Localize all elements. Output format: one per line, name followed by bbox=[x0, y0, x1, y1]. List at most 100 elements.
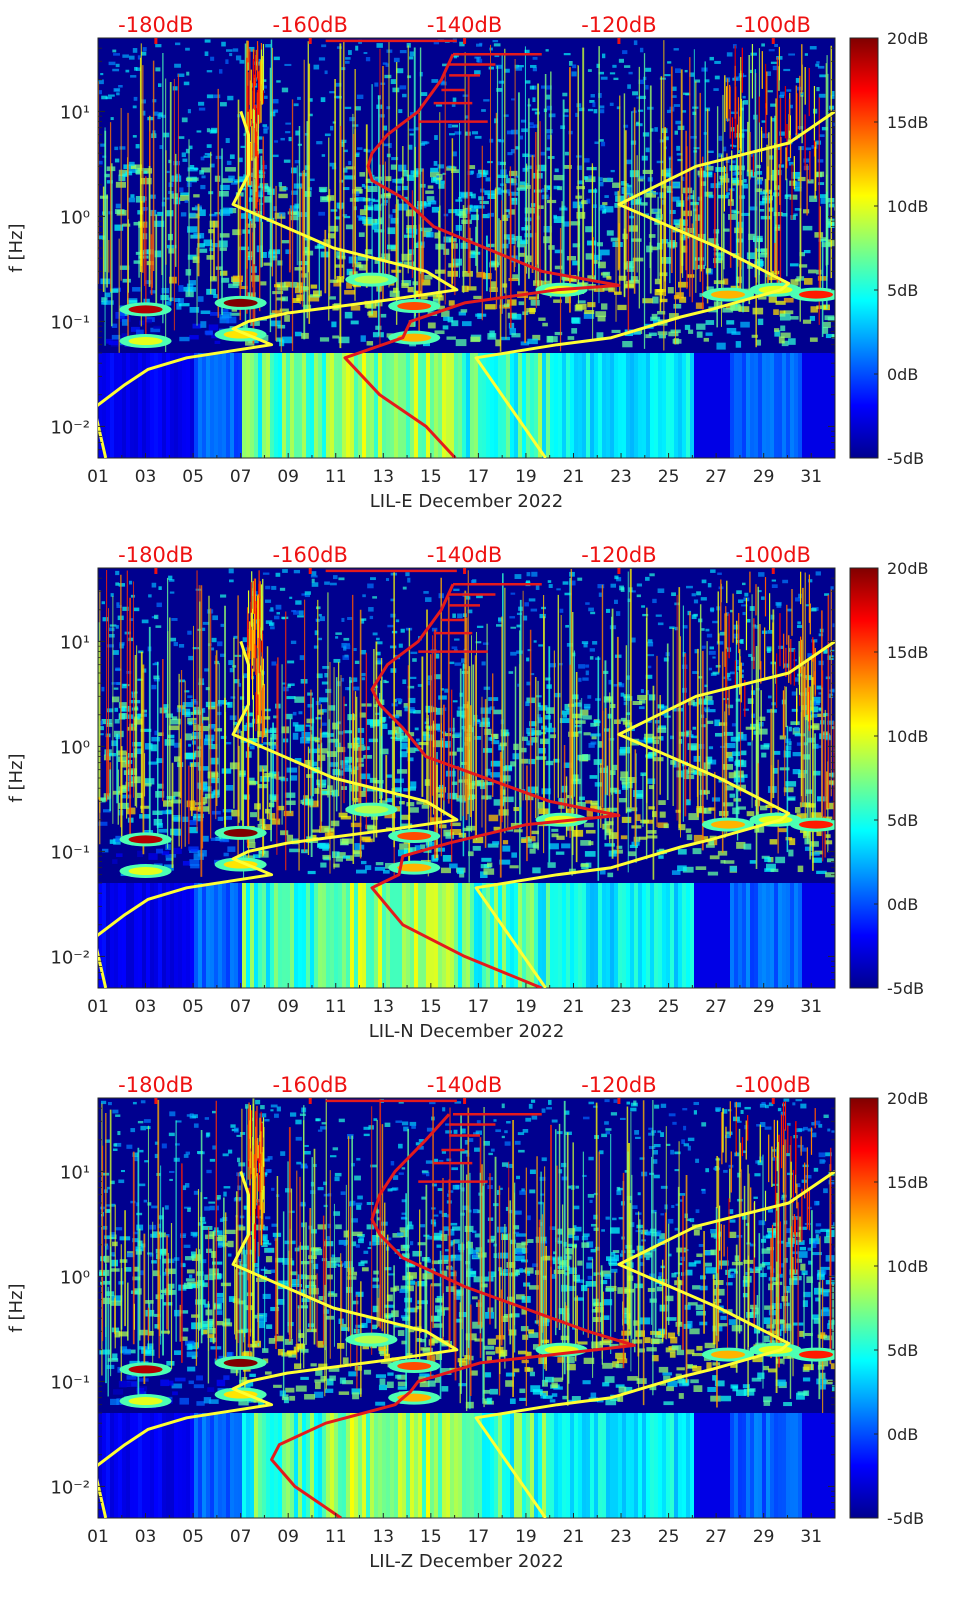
colorbar-tick-label: 15dB bbox=[887, 1173, 929, 1192]
x-tick-label: 09 bbox=[277, 997, 299, 1017]
x-tick-label: 23 bbox=[610, 997, 632, 1017]
panel-lil-e: 01 03 05 07 09 11 13 15 17 19 21 23 25 27 29 31 LIL-E De… bbox=[6, 13, 929, 512]
x-tick-label: 31 bbox=[800, 1527, 822, 1547]
x-tick-label: 03 bbox=[135, 997, 157, 1017]
red-psd-curve bbox=[343, 53, 621, 458]
x-tick-label: 07 bbox=[230, 467, 252, 487]
y-axis-label: f [Hz] bbox=[6, 223, 27, 272]
x-tick-label: 29 bbox=[753, 467, 775, 487]
x-tick-label: 29 bbox=[753, 997, 775, 1017]
y-tick-label: 10¹ bbox=[60, 1162, 90, 1183]
x-axis-label: LIL-N December 2022 bbox=[369, 1021, 565, 1042]
x-tick-label: 21 bbox=[563, 1527, 585, 1547]
x-tick-label: 05 bbox=[182, 997, 204, 1017]
y-tick-label: 10⁻² bbox=[50, 1477, 90, 1498]
x-tick-label: 19 bbox=[515, 997, 537, 1017]
x-tick-label: 31 bbox=[800, 997, 822, 1017]
top-db-tick-label: -180dB bbox=[118, 1073, 193, 1097]
x-tick-label: 27 bbox=[705, 997, 727, 1017]
x-tick-label: 25 bbox=[658, 997, 680, 1017]
x-tick-label: 13 bbox=[372, 997, 394, 1017]
yellow-model-curve-1 bbox=[98, 110, 459, 458]
x-tick-label: 07 bbox=[230, 1527, 252, 1547]
x-tick-label: 11 bbox=[325, 1527, 347, 1547]
colorbar-tick-label: -5dB bbox=[887, 1509, 924, 1528]
y-tick-label: 10¹ bbox=[60, 102, 90, 123]
colorbar-tick-label: 20dB bbox=[887, 29, 929, 48]
colorbar-tick-label: 10dB bbox=[887, 1257, 929, 1276]
x-tick-label: 31 bbox=[800, 467, 822, 487]
yellow-model-curve-1 bbox=[98, 1170, 459, 1518]
top-db-tick-label: -140dB bbox=[427, 13, 502, 37]
panel-lil-n: 01 03 05 07 09 11 13 15 17 19 21 23 25 27 29 31 LIL-N De… bbox=[6, 543, 929, 1042]
top-db-tick-label: -180dB bbox=[118, 543, 193, 567]
colorbar-tick-label: 0dB bbox=[887, 1425, 918, 1444]
x-tick-label: 01 bbox=[87, 997, 109, 1017]
y-tick-label: 10⁰ bbox=[60, 1267, 90, 1288]
spectrogram-heatmap bbox=[98, 568, 835, 988]
x-tick-label: 05 bbox=[182, 467, 204, 487]
top-db-tick-label: -120dB bbox=[581, 543, 656, 567]
x-tick-label: 03 bbox=[135, 1527, 157, 1547]
colorbar-tick-label: 20dB bbox=[887, 559, 929, 578]
x-tick-label: 15 bbox=[420, 1527, 442, 1547]
colorbar-tick-label: 5dB bbox=[887, 811, 918, 830]
y-axis-label: f [Hz] bbox=[6, 753, 27, 802]
top-db-tick-label: -160dB bbox=[273, 543, 348, 567]
colorbar-tick-label: 5dB bbox=[887, 281, 918, 300]
y-tick-label: 10¹ bbox=[60, 632, 90, 653]
x-tick-label: 23 bbox=[610, 467, 632, 487]
colorbar-tick-label: 20dB bbox=[887, 1089, 929, 1108]
x-tick-label: 17 bbox=[468, 1527, 490, 1547]
spectrogram-heatmap bbox=[98, 1098, 835, 1518]
x-tick-label: 11 bbox=[325, 467, 347, 487]
x-tick-label: 27 bbox=[705, 1527, 727, 1547]
colorbar-tick-label: 0dB bbox=[887, 895, 918, 914]
x-tick-label: 13 bbox=[372, 1527, 394, 1547]
yellow-model-curve-2 bbox=[474, 1170, 835, 1518]
x-tick-label: 19 bbox=[515, 1527, 537, 1547]
x-tick-label: 17 bbox=[468, 467, 490, 487]
x-tick-label: 19 bbox=[515, 467, 537, 487]
x-tick-label: 09 bbox=[277, 1527, 299, 1547]
y-tick-label: 10⁻² bbox=[50, 947, 90, 968]
top-db-tick-label: -180dB bbox=[118, 13, 193, 37]
yellow-model-curve-2 bbox=[474, 640, 835, 988]
spectrogram-heatmap bbox=[98, 38, 835, 458]
top-db-tick-label: -140dB bbox=[427, 543, 502, 567]
colorbar bbox=[849, 1097, 879, 1519]
y-tick-label: 10⁰ bbox=[60, 737, 90, 758]
top-db-tick-label: -160dB bbox=[273, 1073, 348, 1097]
x-tick-label: 03 bbox=[135, 467, 157, 487]
y-tick-label: 10⁰ bbox=[60, 207, 90, 228]
red-psd-curve bbox=[270, 1113, 636, 1518]
y-tick-label: 10⁻¹ bbox=[50, 1372, 90, 1393]
colorbar-tick-label: -5dB bbox=[887, 979, 924, 998]
x-tick-label: 11 bbox=[325, 997, 347, 1017]
y-axis-label: f [Hz] bbox=[6, 1283, 27, 1332]
x-tick-label: 27 bbox=[705, 467, 727, 487]
x-tick-label: 13 bbox=[372, 467, 394, 487]
top-db-tick-label: -120dB bbox=[581, 13, 656, 37]
yellow-model-curve-2 bbox=[474, 110, 835, 458]
red-psd-curve bbox=[370, 583, 621, 988]
colorbar-tick-label: 10dB bbox=[887, 197, 929, 216]
colorbar-tick-label: 15dB bbox=[887, 643, 929, 662]
x-tick-label: 05 bbox=[182, 1527, 204, 1547]
top-db-tick-label: -120dB bbox=[581, 1073, 656, 1097]
top-db-tick-label: -100dB bbox=[736, 543, 811, 567]
colorbar-tick-label: 15dB bbox=[887, 113, 929, 132]
colorbar bbox=[849, 37, 879, 459]
x-tick-label: 21 bbox=[563, 467, 585, 487]
x-tick-label: 15 bbox=[420, 997, 442, 1017]
x-axis-label: LIL-Z December 2022 bbox=[369, 1551, 563, 1572]
x-tick-label: 01 bbox=[87, 1527, 109, 1547]
x-tick-label: 09 bbox=[277, 467, 299, 487]
colorbar-tick-label: 5dB bbox=[887, 1341, 918, 1360]
colorbar bbox=[849, 567, 879, 989]
y-tick-label: 10⁻² bbox=[50, 417, 90, 438]
colorbar-tick-label: 0dB bbox=[887, 365, 918, 384]
x-tick-label: 23 bbox=[610, 1527, 632, 1547]
x-axis-label: LIL-E December 2022 bbox=[370, 491, 564, 512]
colorbar-tick-label: 10dB bbox=[887, 727, 929, 746]
